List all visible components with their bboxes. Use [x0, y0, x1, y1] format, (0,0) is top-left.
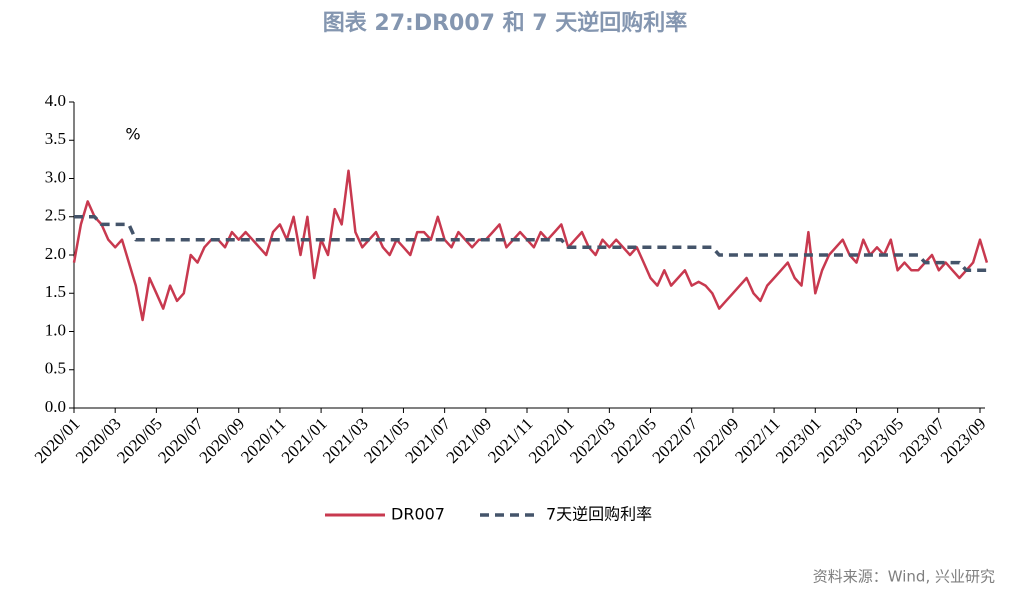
- x-tick-label: 2021/01: [278, 414, 331, 467]
- y-tick-label: 2.0: [45, 244, 66, 263]
- y-tick-label: 3.5: [45, 129, 66, 148]
- series-line: [72, 169, 989, 322]
- x-tick-label: 2021/07: [401, 414, 454, 467]
- y-tick-label: 3.0: [45, 167, 66, 186]
- y-tick-label: 2.5: [45, 206, 66, 225]
- x-tick-label: 2021/05: [360, 414, 413, 467]
- x-tick-label: 2020/09: [195, 414, 248, 467]
- chart-title: 图表 27:DR007 和 7 天逆回购利率: [323, 10, 687, 36]
- x-tick-label: 2022/09: [690, 414, 743, 467]
- series-line: [74, 215, 987, 273]
- legend-label: 7天逆回购利率: [546, 505, 652, 524]
- y-tick-label: 1.0: [45, 320, 66, 339]
- x-tick-label: 2020/03: [72, 414, 125, 467]
- x-tick-label: 2020/07: [154, 414, 207, 467]
- x-tick-label: 2023/07: [896, 414, 949, 467]
- y-tick-label: 0.5: [45, 359, 66, 378]
- source: 资料来源：Wind, 兴业研究: [813, 568, 995, 586]
- x-tick-label: 2023/05: [854, 414, 907, 467]
- y-tick-label: 1.5: [45, 282, 66, 301]
- y-tick-label: 4.0: [45, 91, 66, 110]
- x-tick-label: 2021/03: [319, 414, 372, 467]
- legend-label: DR007: [391, 505, 445, 524]
- x-tick-label: 2023/09: [937, 414, 990, 467]
- x-tick-label: 2021/09: [443, 414, 496, 467]
- y-tick-label: 0.0: [45, 397, 66, 416]
- x-tick-label: 2022/01: [525, 414, 578, 467]
- x-tick-label: 2020/05: [113, 414, 166, 467]
- x-tick-label: 2023/03: [813, 414, 866, 467]
- x-tick-label: 2023/01: [772, 414, 825, 467]
- unit-label: %: [125, 125, 140, 144]
- x-tick-label: 2022/07: [648, 414, 701, 467]
- x-tick-label: 2022/05: [607, 414, 660, 467]
- x-tick-label: 2020/01: [31, 414, 84, 467]
- x-tick-label: 2022/03: [566, 414, 619, 467]
